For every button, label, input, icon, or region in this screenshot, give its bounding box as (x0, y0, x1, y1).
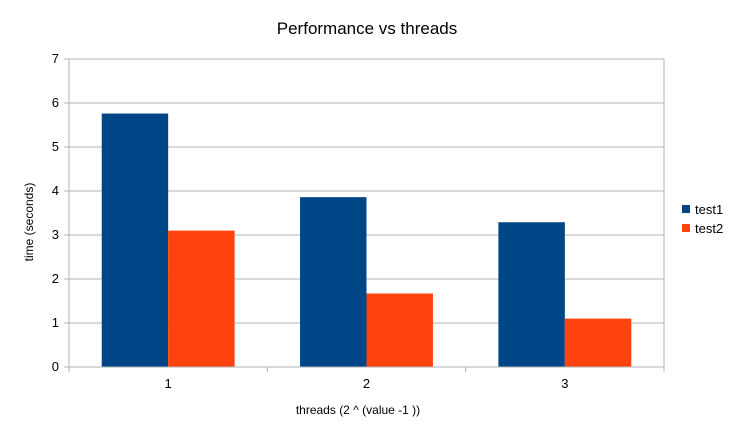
x-tick-labels: 1 2 3 (165, 376, 569, 391)
y-tick-label: 3 (52, 227, 59, 242)
y-tick-label: 1 (52, 315, 59, 330)
legend-label-test2: test2 (695, 221, 723, 236)
x-tick-label: 3 (561, 376, 568, 391)
legend-label-test1: test1 (695, 202, 723, 217)
x-axis-label: threads (2 ^ (value -1 )) (296, 403, 420, 417)
bar-test2-1 (168, 230, 235, 367)
y-axis-label: time (seconds) (22, 183, 36, 262)
y-tick-labels: 0 1 2 3 4 5 6 7 (52, 51, 59, 374)
y-tick-label: 2 (52, 271, 59, 286)
bar-test2-3 (564, 318, 632, 367)
y-tick-label: 4 (52, 183, 59, 198)
chart-title: Performance vs threads (277, 19, 457, 38)
x-tick-label: 2 (363, 376, 370, 391)
bar-test1-2 (300, 197, 367, 367)
legend: test1 test2 (682, 202, 723, 236)
bar-test2-2 (366, 293, 433, 367)
y-tick-label: 6 (52, 95, 59, 110)
y-tick-label: 0 (52, 359, 59, 374)
bar-test1-3 (498, 222, 565, 367)
bar-test1-1 (101, 113, 169, 367)
axes (64, 58, 665, 372)
legend-swatch-test1 (682, 205, 690, 213)
x-tick-label: 1 (165, 376, 172, 391)
bars (101, 113, 632, 367)
y-tick-label: 5 (52, 139, 59, 154)
y-tick-label: 7 (52, 51, 59, 66)
legend-swatch-test2 (682, 224, 690, 232)
